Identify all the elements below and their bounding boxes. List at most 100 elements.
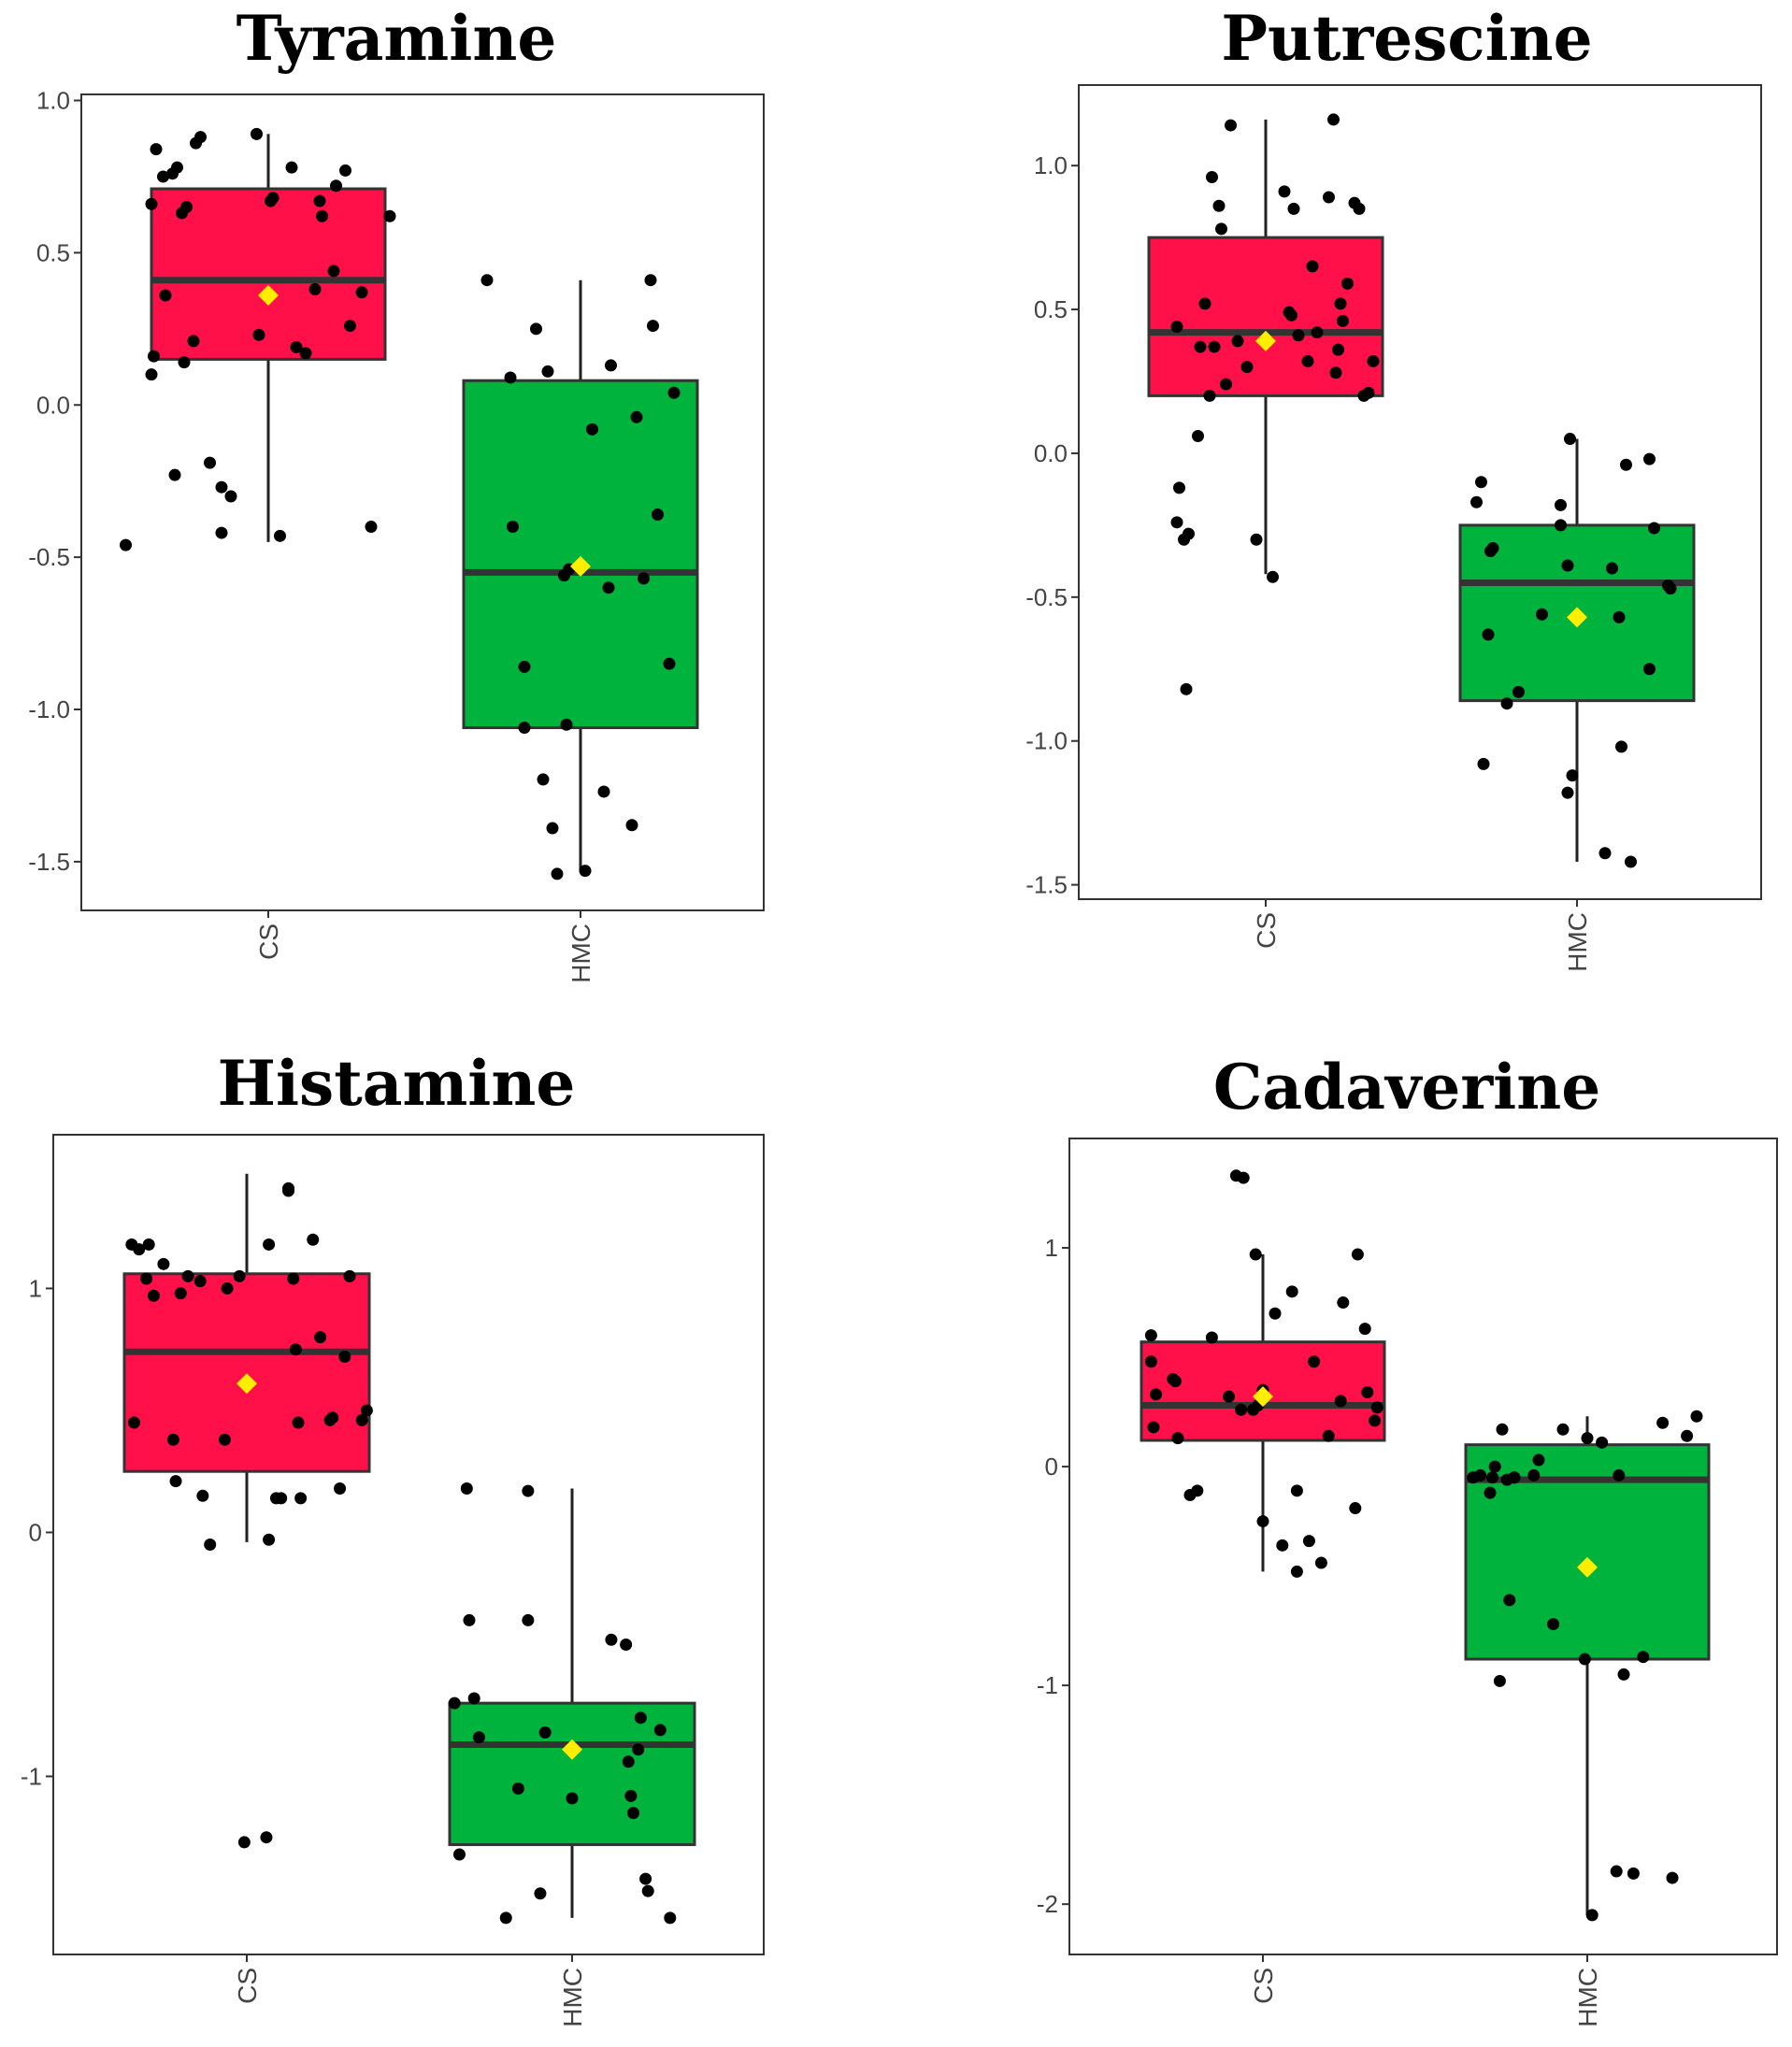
data-point	[1361, 1385, 1374, 1398]
data-point	[1208, 340, 1221, 353]
data-point	[579, 865, 592, 878]
box-iqr	[1147, 236, 1384, 397]
data-point	[507, 521, 519, 534]
data-point	[1322, 1429, 1335, 1442]
data-point	[1290, 1565, 1303, 1578]
y-tick-label: 0	[29, 1518, 42, 1546]
data-point	[221, 1281, 234, 1295]
data-point	[178, 356, 191, 369]
data-point	[289, 1343, 302, 1356]
data-point	[1329, 366, 1342, 379]
boxplot-cs	[122, 1173, 373, 1849]
data-point	[664, 1911, 677, 1925]
data-point	[1496, 1423, 1509, 1436]
data-point	[560, 718, 573, 731]
data-point	[622, 1755, 635, 1768]
boxplot-cs	[1140, 1169, 1386, 1578]
box-iqr	[122, 1272, 371, 1473]
data-point	[204, 456, 216, 469]
data-point	[127, 1416, 140, 1429]
data-point	[1349, 1502, 1362, 1515]
data-point	[452, 1848, 466, 1861]
y-tick-label: 0.0	[36, 391, 70, 419]
boxplot-hmc	[1464, 1410, 1711, 1922]
data-point	[1690, 1410, 1703, 1423]
data-point	[1627, 1867, 1640, 1880]
data-point	[522, 1484, 535, 1497]
data-point	[326, 1411, 339, 1424]
data-point	[1250, 533, 1263, 546]
data-point	[334, 1482, 347, 1495]
data-point	[218, 1433, 231, 1446]
data-point	[499, 1911, 512, 1925]
chart-panel-cadaverine: Cadaverine 1 0 -1 -2 CS HMC	[1037, 1051, 1778, 2027]
data-point	[1503, 1594, 1516, 1607]
data-point	[1287, 202, 1300, 215]
data-point	[145, 197, 158, 210]
chart-title: Cadaverine	[1213, 1051, 1600, 1124]
data-point	[1598, 847, 1612, 860]
data-point	[1285, 1285, 1298, 1298]
data-point	[365, 521, 378, 534]
data-point	[1180, 682, 1193, 695]
data-point	[150, 143, 163, 156]
data-point	[166, 1433, 179, 1446]
data-point	[1337, 1296, 1350, 1310]
data-point	[1486, 542, 1499, 555]
y-tick-label: 0.5	[36, 238, 70, 266]
data-point	[157, 1257, 170, 1270]
y-tick-label: 1.0	[36, 87, 70, 115]
boxplot-hmc	[448, 1482, 696, 1925]
data-point	[522, 1613, 535, 1626]
data-point	[344, 320, 356, 333]
data-point	[667, 386, 681, 399]
data-point	[316, 209, 328, 222]
data-point	[1220, 378, 1232, 391]
y-tick-label: -1.5	[1025, 871, 1068, 899]
data-point	[1192, 429, 1204, 442]
data-point	[1311, 326, 1324, 339]
data-point	[263, 1533, 276, 1546]
chart-panel-histamine: Histamine 1 0 -1 CS HMC	[21, 1047, 765, 2027]
data-point	[339, 164, 351, 177]
data-point	[653, 1724, 667, 1737]
data-point	[1323, 191, 1335, 204]
data-point	[1596, 1436, 1609, 1449]
data-point	[566, 1792, 579, 1805]
data-point	[307, 1233, 320, 1246]
data-point	[290, 340, 303, 353]
data-point	[1620, 458, 1632, 471]
data-point	[537, 773, 550, 786]
data-point	[1666, 1871, 1679, 1884]
data-point	[1198, 297, 1211, 310]
data-point	[1617, 1668, 1630, 1681]
data-point	[338, 1351, 351, 1364]
data-point	[546, 822, 559, 835]
y-tick-label: -2	[1037, 1890, 1058, 1918]
data-point	[663, 657, 676, 670]
data-point	[634, 1711, 647, 1725]
data-point	[263, 1238, 276, 1251]
x-tick-label-cs: CS	[1249, 1968, 1278, 2004]
data-point	[1367, 354, 1380, 367]
data-point	[1358, 1323, 1371, 1336]
data-point	[1564, 433, 1576, 446]
chart-title: Tyramine	[237, 2, 557, 75]
data-point	[148, 350, 160, 363]
y-tick-label: 1	[29, 1274, 42, 1302]
data-point	[625, 819, 638, 832]
data-point	[1484, 1486, 1497, 1499]
data-point	[1205, 1331, 1218, 1344]
data-point	[1267, 570, 1279, 583]
boxplot-hmc	[462, 274, 699, 880]
mean-marker	[1253, 1386, 1273, 1408]
boxplot-cs	[120, 127, 396, 551]
data-point	[627, 1807, 639, 1820]
data-point	[1536, 608, 1548, 621]
data-point	[530, 322, 542, 336]
data-point	[266, 192, 280, 205]
data-point	[343, 1269, 356, 1282]
data-point	[292, 1416, 305, 1429]
data-point	[1314, 1556, 1327, 1569]
